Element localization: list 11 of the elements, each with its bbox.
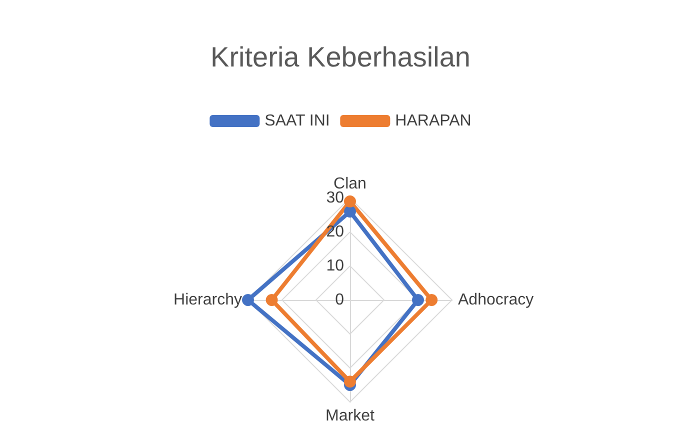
spoke-label: Hierarchy [174, 292, 242, 308]
legend-label: HARAPAN [395, 112, 472, 130]
spoke-label: Adhocracy [458, 292, 534, 308]
legend-label: SAAT INI [264, 112, 330, 130]
y-tick-label: 30 [326, 190, 344, 206]
spoke-label: Clan [334, 176, 366, 192]
spoke-label: Market [326, 408, 375, 424]
y-tick-label: 20 [326, 224, 344, 240]
chart-title: Kriteria Keberhasilan [210, 42, 470, 72]
y-tick-label: 0 [335, 292, 344, 308]
y-tick-label: 10 [326, 258, 344, 274]
